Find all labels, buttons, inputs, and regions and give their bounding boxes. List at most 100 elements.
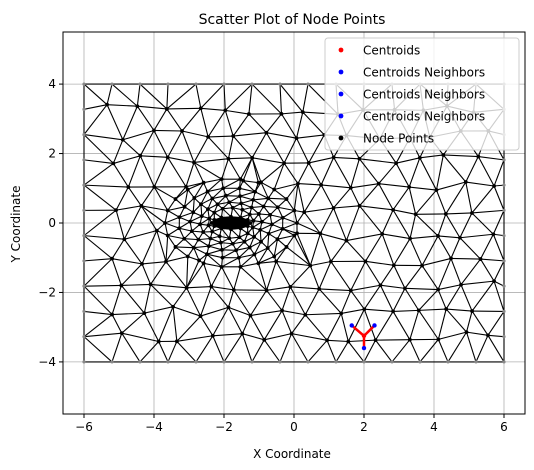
mesh-edge <box>196 84 201 108</box>
mesh-edge <box>84 84 107 105</box>
mesh-edge <box>481 259 495 281</box>
node-point <box>392 263 396 267</box>
node-point <box>417 308 421 312</box>
node-point <box>418 360 421 363</box>
node-point <box>307 161 311 165</box>
node-point <box>105 103 109 107</box>
legend-marker <box>339 48 344 53</box>
x-tick-label: 0 <box>290 420 298 434</box>
mesh-edge <box>173 307 177 342</box>
mesh-edge <box>249 84 252 114</box>
mesh-edge <box>252 340 264 362</box>
node-point <box>446 360 449 363</box>
node-point <box>259 240 263 244</box>
mesh-edge <box>228 136 233 159</box>
mesh-edge <box>240 196 253 200</box>
node-point <box>276 205 280 209</box>
node-point <box>174 245 178 249</box>
legend-marker <box>339 70 344 75</box>
node-point <box>302 210 306 214</box>
mesh-edge <box>166 235 168 261</box>
node-point <box>296 182 300 186</box>
mesh-edge <box>141 187 154 206</box>
node-point <box>220 177 224 181</box>
node-point <box>142 311 146 315</box>
mesh-edge <box>422 236 438 266</box>
mesh-edge <box>380 265 393 285</box>
node-point <box>391 310 395 314</box>
node-point <box>237 235 241 239</box>
node-point <box>250 360 253 363</box>
node-point <box>374 338 378 342</box>
mesh-edge <box>250 290 266 315</box>
x-axis-label: X Coordinate <box>253 447 331 461</box>
mesh-edge <box>107 84 112 105</box>
node-point <box>223 108 227 112</box>
node-point <box>436 337 440 341</box>
node-point <box>262 204 266 208</box>
mesh-edge <box>194 137 208 163</box>
mesh-edge <box>168 211 180 218</box>
mesh-edge <box>159 307 173 342</box>
node-point <box>216 202 220 206</box>
mesh-edge <box>165 223 168 235</box>
mesh-edge <box>443 155 478 157</box>
mesh-edge <box>446 213 472 214</box>
node-point <box>202 181 206 185</box>
mesh-edge <box>364 309 393 311</box>
node-point <box>192 246 196 250</box>
mesh-edge <box>405 266 422 289</box>
mesh-edge <box>116 187 128 210</box>
node-point <box>362 360 365 363</box>
node-point <box>82 234 85 237</box>
node-point <box>253 190 257 194</box>
node-point <box>186 255 190 259</box>
node-point <box>240 208 244 212</box>
node-point <box>502 259 505 262</box>
mesh-edge <box>157 231 166 262</box>
mesh-edge <box>304 185 321 212</box>
node-point <box>122 237 126 241</box>
node-point <box>82 82 85 85</box>
mesh-edge <box>419 310 439 339</box>
mesh-edge <box>309 135 325 163</box>
node-point <box>258 228 262 232</box>
mesh-edge <box>281 112 302 114</box>
mesh-edge <box>466 182 494 186</box>
mesh-edge <box>177 336 213 342</box>
mesh-edge <box>409 187 436 190</box>
mesh-edge <box>436 190 445 214</box>
node-point <box>408 338 412 342</box>
mesh-edge <box>405 288 419 310</box>
node-point <box>82 259 85 262</box>
mesh-edge <box>461 259 481 285</box>
node-point <box>276 237 280 241</box>
mesh-edge <box>84 163 113 185</box>
node-point <box>206 207 210 211</box>
mesh-edge <box>422 258 451 265</box>
mesh-edge <box>211 287 228 308</box>
node-point <box>502 209 505 212</box>
node-point <box>250 156 254 160</box>
node-point <box>248 221 252 225</box>
node-point <box>281 216 285 220</box>
legend-marker <box>339 136 344 141</box>
node-point <box>272 188 276 192</box>
node-point <box>268 213 272 217</box>
node-point <box>329 260 333 264</box>
mesh-edge <box>250 311 282 316</box>
node-point <box>306 360 309 363</box>
mesh-edge <box>438 339 448 362</box>
mesh-edge <box>116 210 124 239</box>
node-point <box>306 82 309 85</box>
node-point <box>444 307 448 311</box>
mesh-edge <box>304 208 333 212</box>
mesh-edge <box>334 157 360 158</box>
mesh-edge <box>446 309 466 332</box>
mesh-edge <box>233 133 266 136</box>
mesh-edge <box>393 210 416 214</box>
mesh-edge <box>348 340 375 341</box>
node-point <box>219 227 223 231</box>
mesh-edge <box>266 133 296 138</box>
mesh-edge <box>121 264 142 286</box>
